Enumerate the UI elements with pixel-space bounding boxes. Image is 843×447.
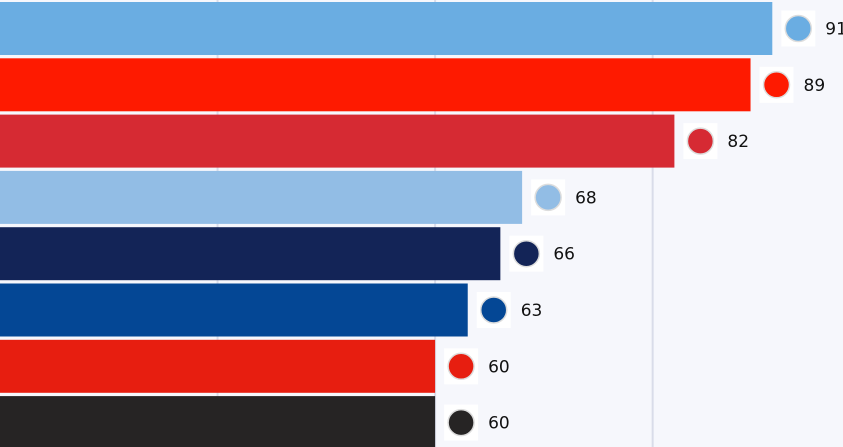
value-label: 82	[727, 132, 749, 152]
value-label: 91	[825, 20, 843, 40]
value-label: 89	[804, 76, 826, 96]
value-label: 68	[575, 188, 597, 208]
value-label: 60	[488, 357, 510, 377]
team-crest	[447, 408, 475, 437]
team-crest	[512, 239, 541, 268]
bar	[0, 339, 436, 393]
team-crest	[784, 14, 813, 43]
bar	[0, 283, 468, 337]
bar	[0, 396, 436, 447]
value-label: 60	[488, 414, 510, 434]
team-crest	[447, 352, 475, 381]
team-crest	[479, 296, 508, 324]
bar	[0, 2, 773, 55]
value-label: 63	[521, 301, 543, 321]
value-label: 66	[553, 245, 575, 265]
team-crest	[762, 71, 791, 99]
team-crest	[534, 183, 562, 212]
bar	[0, 227, 501, 281]
bar	[0, 114, 675, 168]
bar	[0, 58, 751, 112]
bar	[0, 170, 523, 224]
team-crest	[686, 127, 715, 155]
